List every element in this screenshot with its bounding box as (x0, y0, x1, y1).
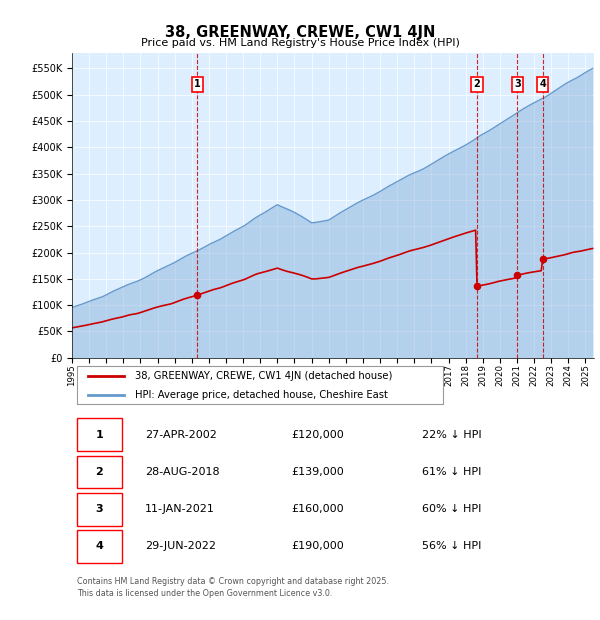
Text: 1: 1 (95, 430, 103, 440)
FancyBboxPatch shape (77, 366, 443, 404)
Text: 56% ↓ HPI: 56% ↓ HPI (422, 541, 481, 551)
Text: Contains HM Land Registry data © Crown copyright and database right 2025.
This d: Contains HM Land Registry data © Crown c… (77, 577, 389, 598)
Text: £160,000: £160,000 (291, 504, 344, 514)
Text: £190,000: £190,000 (291, 541, 344, 551)
Text: 28-AUG-2018: 28-AUG-2018 (145, 467, 220, 477)
Text: HPI: Average price, detached house, Cheshire East: HPI: Average price, detached house, Ches… (134, 390, 388, 400)
Text: 2: 2 (474, 79, 481, 89)
Text: 27-APR-2002: 27-APR-2002 (145, 430, 217, 440)
Text: 29-JUN-2022: 29-JUN-2022 (145, 541, 216, 551)
Text: 3: 3 (514, 79, 521, 89)
Text: 4: 4 (539, 79, 546, 89)
Text: £120,000: £120,000 (291, 430, 344, 440)
Text: 1: 1 (194, 79, 201, 89)
FancyBboxPatch shape (77, 418, 122, 451)
Text: 38, GREENWAY, CREWE, CW1 4JN: 38, GREENWAY, CREWE, CW1 4JN (165, 25, 435, 40)
Text: 60% ↓ HPI: 60% ↓ HPI (422, 504, 481, 514)
Text: 2: 2 (95, 467, 103, 477)
FancyBboxPatch shape (77, 493, 122, 526)
Text: £139,000: £139,000 (291, 467, 344, 477)
Text: 38, GREENWAY, CREWE, CW1 4JN (detached house): 38, GREENWAY, CREWE, CW1 4JN (detached h… (134, 371, 392, 381)
FancyBboxPatch shape (77, 530, 122, 563)
Text: 4: 4 (95, 541, 103, 551)
Text: 22% ↓ HPI: 22% ↓ HPI (422, 430, 481, 440)
FancyBboxPatch shape (77, 456, 122, 488)
Text: 11-JAN-2021: 11-JAN-2021 (145, 504, 215, 514)
Text: Price paid vs. HM Land Registry's House Price Index (HPI): Price paid vs. HM Land Registry's House … (140, 38, 460, 48)
Text: 61% ↓ HPI: 61% ↓ HPI (422, 467, 481, 477)
Text: 3: 3 (95, 504, 103, 514)
